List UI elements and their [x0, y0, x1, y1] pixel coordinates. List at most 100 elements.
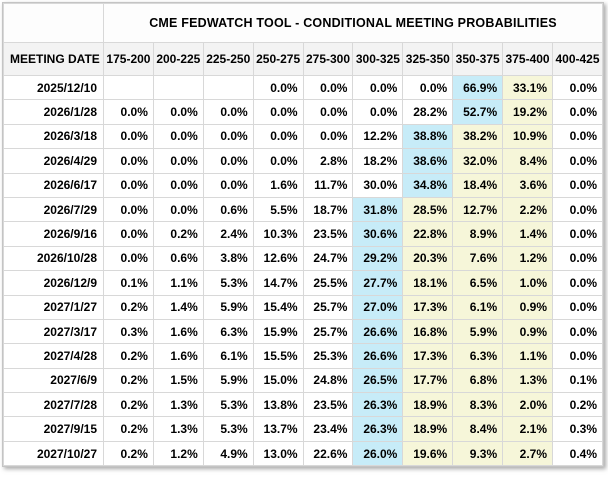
probability-cell: 8.3%	[452, 392, 504, 418]
meeting-date-cell: 2027/6/9	[3, 367, 104, 394]
probability-cell: 1.2%	[502, 245, 554, 272]
probability-cell: 0.2%	[103, 392, 154, 418]
probability-cell: 5.3%	[202, 392, 254, 418]
probability-cell: 1.6%	[152, 343, 204, 369]
probability-cell: 0.0%	[103, 148, 154, 174]
meeting-date-cell: 2026/12/9	[3, 270, 104, 296]
probability-cell: 0.6%	[152, 245, 204, 272]
meeting-date-cell: 2027/4/28	[3, 343, 104, 369]
probability-cell: 22.8%	[402, 221, 454, 247]
probability-cell	[202, 74, 254, 101]
probability-cell: 26.6%	[352, 318, 404, 345]
probability-cell: 8.4%	[452, 416, 504, 442]
probability-cell: 12.7%	[452, 196, 504, 223]
table-row: 2026/12/9 0.1% 1.1% 5.3% 14.7% 25.5% 27.7% 18.1…	[3, 270, 603, 296]
table-row: 2027/6/9 0.2% 1.5% 5.9% 15.0% 24.8% 26.5% 17.7%…	[3, 367, 603, 394]
probability-cell: 0.0%	[103, 172, 154, 198]
probability-cell: 26.6%	[352, 343, 404, 369]
probability-cell: 2.4%	[202, 221, 254, 247]
probability-cell: 23.5%	[302, 392, 354, 418]
probability-cell: 34.8%	[402, 172, 454, 198]
probability-cell: 27.0%	[352, 294, 404, 320]
probability-cell: 0.9%	[502, 318, 554, 345]
probability-cell: 5.5%	[252, 196, 304, 223]
probability-cell: 30.0%	[352, 172, 404, 198]
probability-cell: 5.9%	[202, 294, 254, 320]
rate-range-header: 375-400	[502, 42, 554, 76]
probability-cell: 15.5%	[252, 343, 304, 369]
probability-cell: 52.7%	[452, 99, 504, 125]
fedwatch-probabilities-panel: CME FEDWATCH TOOL - CONDITIONAL MEETING …	[2, 2, 604, 468]
meeting-date-cell: 2026/9/16	[3, 221, 104, 247]
probability-cell: 14.7%	[252, 270, 304, 296]
probability-cell: 22.6%	[302, 440, 354, 467]
probability-cell: 18.4%	[452, 172, 504, 198]
probability-cell: 0.1%	[552, 367, 603, 394]
table-row: 2026/3/18 0.0% 0.0% 0.0% 0.0% 0.0% 12.2% 38.8% 3…	[3, 123, 603, 150]
probability-cell: 3.8%	[202, 245, 254, 272]
meeting-date-cell: 2027/1/27	[3, 294, 104, 320]
probability-cell: 66.9%	[452, 74, 504, 101]
probability-cell: 12.6%	[252, 245, 304, 272]
probability-cell: 0.2%	[103, 343, 154, 369]
probability-cell	[152, 74, 204, 101]
probability-cell: 4.9%	[202, 440, 254, 467]
probability-cell: 0.1%	[103, 270, 154, 296]
probability-cell: 0.0%	[302, 99, 354, 125]
probability-cell: 0.2%	[103, 416, 154, 442]
column-header-row: MEETING DATE 175-200 200-225 225-250 250…	[3, 42, 603, 76]
meeting-date-cell: 2025/12/10	[3, 74, 104, 101]
probability-cell: 6.8%	[452, 367, 504, 394]
probability-cell: 1.3%	[152, 392, 204, 418]
probability-cell: 5.9%	[452, 318, 504, 345]
probability-cell: 0.2%	[103, 294, 154, 320]
meeting-date-cell: 2026/1/28	[3, 99, 104, 125]
probability-cell: 6.1%	[202, 343, 254, 369]
probability-cell: 0.0%	[552, 270, 603, 296]
probability-cell: 28.5%	[402, 196, 454, 223]
probability-cell: 27.7%	[352, 270, 404, 296]
probability-cell: 23.4%	[302, 416, 354, 442]
rate-range-header: 400-425	[552, 42, 603, 76]
probability-cell: 0.0%	[552, 123, 603, 150]
meeting-date-cell: 2027/3/17	[3, 318, 104, 345]
probability-cell: 12.2%	[352, 123, 404, 150]
probability-cell: 0.0%	[252, 148, 304, 174]
probability-cell: 0.0%	[552, 148, 603, 174]
probability-cell: 6.3%	[202, 318, 254, 345]
probability-cell: 0.0%	[103, 221, 154, 247]
meeting-date-cell: 2027/10/27	[3, 440, 104, 467]
probability-cell: 0.0%	[552, 172, 603, 198]
probability-cell: 0.0%	[252, 99, 304, 125]
table-row: 2026/7/29 0.0% 0.0% 0.6% 5.5% 18.7% 31.8% 28.5%…	[3, 196, 603, 223]
probability-cell: 0.2%	[552, 392, 603, 418]
probability-cell: 28.2%	[402, 99, 454, 125]
meeting-date-cell: 2026/3/18	[3, 123, 104, 150]
probability-cell: 32.0%	[452, 148, 504, 174]
probability-cell: 15.4%	[252, 294, 304, 320]
meeting-date-cell: 2027/9/15	[3, 416, 104, 442]
meeting-date-cell: 2026/6/17	[3, 172, 104, 198]
rate-range-header: 175-200	[103, 42, 154, 76]
probability-cell: 0.0%	[152, 123, 204, 150]
table-body: 2025/12/10 0.0% 0.0% 0.0% 0.0% 66.9% 33.1% 0.0%…	[3, 74, 603, 467]
probability-cell: 0.2%	[152, 221, 204, 247]
probability-cell: 26.0%	[352, 440, 404, 467]
probability-cell: 0.0%	[152, 99, 204, 125]
probability-cell: 0.0%	[552, 294, 603, 320]
probability-cell: 6.5%	[452, 270, 504, 296]
probability-cell: 0.0%	[552, 99, 603, 125]
corner-cell	[3, 3, 104, 43]
probability-cell: 1.3%	[502, 367, 554, 394]
table-row: 2026/4/29 0.0% 0.0% 0.0% 0.0% 2.8% 18.2% 38.6% 3…	[3, 148, 603, 174]
meeting-date-cell: 2026/7/29	[3, 196, 104, 223]
probability-cell: 1.6%	[252, 172, 304, 198]
probability-cell: 30.6%	[352, 221, 404, 247]
meeting-date-cell: 2026/10/28	[3, 245, 104, 272]
probability-cell: 1.5%	[152, 367, 204, 394]
probability-cell: 0.0%	[552, 245, 603, 272]
probability-cell: 0.2%	[103, 367, 154, 394]
probability-cell: 0.0%	[152, 196, 204, 223]
probability-cell: 0.0%	[552, 221, 603, 247]
probability-cell: 0.0%	[552, 318, 603, 345]
